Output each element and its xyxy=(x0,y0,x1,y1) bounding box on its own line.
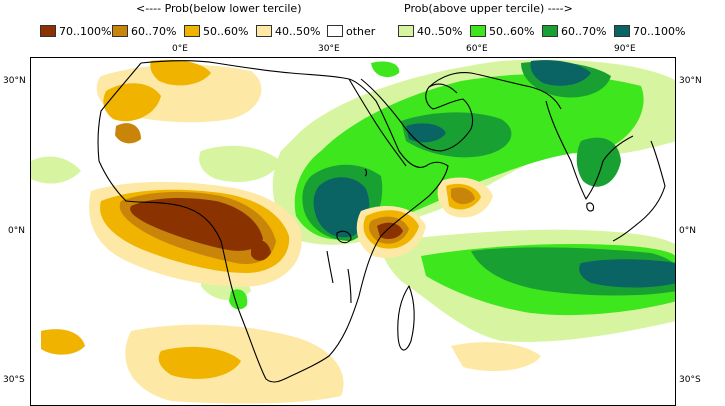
legend-swatch xyxy=(40,25,56,37)
map-canvas xyxy=(31,59,675,404)
legend-item-below-40-50: 40..50% xyxy=(256,24,320,38)
legend-label: 40..50% xyxy=(417,24,463,38)
lon-label-30e: 30°E xyxy=(318,44,340,54)
legend-swatch xyxy=(112,25,128,37)
arabian-peninsula-coast xyxy=(360,78,474,152)
lake-tanganyika xyxy=(326,250,334,284)
legend-swatch xyxy=(542,25,558,37)
coastlines xyxy=(97,60,666,383)
sri-lanka-island xyxy=(586,202,595,212)
legend-swatch xyxy=(614,25,630,37)
legend-swatch xyxy=(184,25,200,37)
legend-label: 40..50% xyxy=(275,24,321,38)
lat-label-30n-right: 30°N xyxy=(679,76,702,86)
legend-item-below-50-60: 50..60% xyxy=(184,24,248,38)
above-50-60-region xyxy=(371,61,400,78)
legend-label: 60..70% xyxy=(131,24,177,38)
southeast-asia-coast xyxy=(612,140,666,242)
lat-label-0n-right: 0°N xyxy=(679,226,696,236)
lat-label-30n-left: 30°N xyxy=(3,76,26,86)
lake-turkana xyxy=(364,168,368,177)
legend-label: 60..70% xyxy=(561,24,607,38)
legend-item-above-60-70: 60..70% xyxy=(542,24,606,38)
legend-item-below-70-100: 70..100% xyxy=(40,24,111,38)
legend-swatch xyxy=(256,25,272,37)
legend-item-below-60-70: 60..70% xyxy=(112,24,176,38)
north-africa-coast xyxy=(140,60,350,80)
india-coastline xyxy=(545,100,634,200)
legend-item-above-70-100: 70..100% xyxy=(614,24,685,38)
below-50-60-region xyxy=(150,59,211,86)
probability-map xyxy=(30,57,676,406)
lon-label-0e: 0°E xyxy=(172,44,188,54)
below-70-100-region xyxy=(130,198,263,251)
above-40-50-region xyxy=(199,145,281,182)
red-sea-coast xyxy=(348,78,407,167)
legend-swatch xyxy=(327,25,343,37)
above-tercile-heading: Prob(above upper tercile) ----> xyxy=(404,2,573,15)
above-70-100-region xyxy=(406,123,446,143)
legend-swatch xyxy=(398,25,414,37)
below-60-70-region xyxy=(451,187,475,205)
africa-coastline xyxy=(97,62,449,383)
below-tercile-heading: <---- Prob(below lower tercile) xyxy=(136,2,302,15)
legend-label: 50..60% xyxy=(489,24,535,38)
legend-item-above-40-50: 40..50% xyxy=(398,24,462,38)
madagascar-island xyxy=(397,285,415,351)
below-tercile-shading xyxy=(41,59,541,404)
legend-item-above-50-60: 50..60% xyxy=(470,24,534,38)
below-70-100-region xyxy=(251,239,271,261)
below-60-70-region xyxy=(115,123,141,144)
persian-gulf-coast xyxy=(428,72,562,110)
legend-item-other: other xyxy=(327,24,375,38)
legend-label: 70..100% xyxy=(633,24,686,38)
above-70-100-region xyxy=(530,60,591,86)
lat-label-30s-right: 30°S xyxy=(679,375,701,385)
legend-label: 50..60% xyxy=(203,24,249,38)
legend-swatch xyxy=(470,25,486,37)
above-70-100-region xyxy=(313,177,370,238)
legend-label: 70..100% xyxy=(59,24,112,38)
above-60-70-region xyxy=(401,112,512,158)
below-70-100-region xyxy=(377,222,403,239)
above-70-100-region xyxy=(579,259,675,288)
below-40-50-region xyxy=(451,342,541,372)
probability-legend: 70..100% 60..70% 50..60% 40..50% other 4… xyxy=(0,24,725,40)
above-tercile-shading xyxy=(31,59,675,342)
below-50-60-region xyxy=(41,329,85,355)
above-60-70-region xyxy=(576,137,621,187)
lake-victoria xyxy=(336,230,352,244)
legend-label: other xyxy=(346,24,376,38)
below-50-60-region xyxy=(158,346,241,379)
lat-label-0n-left: 0°N xyxy=(8,226,25,236)
lon-label-90e: 90°E xyxy=(614,44,636,54)
lake-malawi xyxy=(347,268,352,304)
above-40-50-region xyxy=(31,156,81,184)
below-50-60-region xyxy=(103,83,161,122)
lat-label-30s-left: 30°S xyxy=(3,375,25,385)
lon-label-60e: 60°E xyxy=(466,44,488,54)
